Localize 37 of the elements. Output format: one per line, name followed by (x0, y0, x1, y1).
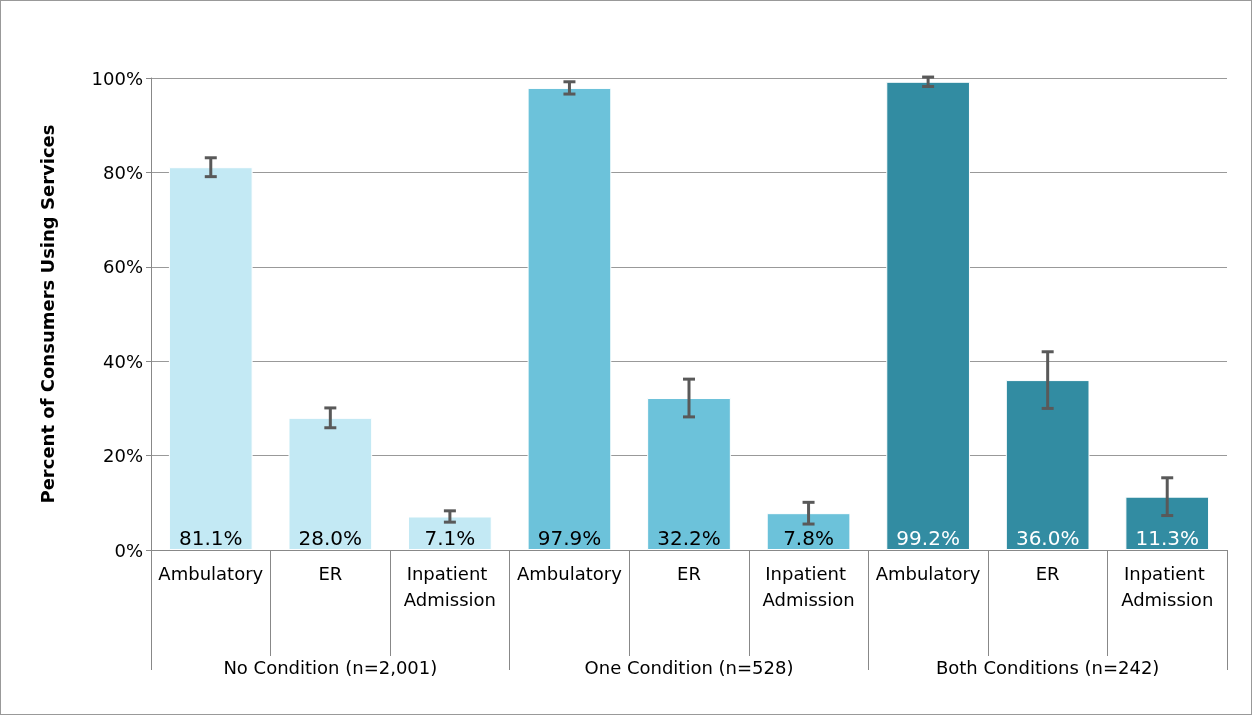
data-label: 11.3% (1135, 526, 1199, 550)
x-tick-label: ER (1035, 562, 1060, 584)
y-tick-label: 80% (102, 161, 143, 183)
text: Both Conditions (n=242) (935, 656, 1160, 678)
bar (886, 81, 970, 550)
bar (647, 398, 731, 550)
bar (766, 513, 851, 550)
bar (1125, 496, 1210, 550)
data-label: 7.8% (783, 526, 834, 550)
data-label: 99.2% (896, 526, 960, 550)
bar (288, 417, 373, 550)
bar (1005, 380, 1090, 550)
bar (527, 87, 612, 550)
data-label: 81.1% (179, 526, 243, 550)
y-tick-label: 20% (102, 445, 143, 467)
x-tick-label: Inpatient Admission (762, 562, 855, 610)
data-label: 32.2% (657, 526, 721, 550)
data-label: 7.1% (424, 526, 476, 550)
x-tick-label: Inpatient Admission (1121, 562, 1214, 610)
data-label: 28.0% (298, 526, 363, 550)
y-axis-title: Percent of Consumers Using Services (36, 124, 58, 504)
x-tick-label: ER (318, 562, 343, 584)
x-tick-label: ER (677, 562, 701, 584)
bar (168, 167, 253, 550)
text: One Condition (n=528) (584, 656, 794, 678)
x-tick-label: Ambulatory (517, 562, 623, 584)
x-tick-label: Ambulatory (875, 562, 981, 584)
y-tick-label: 40% (102, 350, 143, 372)
data-label: 36.0% (1015, 526, 1080, 550)
y-tick-label: 60% (102, 256, 143, 278)
bar (408, 516, 492, 550)
x-tick-label: Ambulatory (158, 562, 264, 584)
text: No Condition (n=2,001) (223, 656, 438, 678)
y-tick-label: 0% (114, 539, 143, 561)
data-label: 97.9% (537, 526, 602, 550)
x-tick-label: Inpatient Admission (403, 562, 496, 610)
y-tick-label: 100% (91, 67, 143, 89)
